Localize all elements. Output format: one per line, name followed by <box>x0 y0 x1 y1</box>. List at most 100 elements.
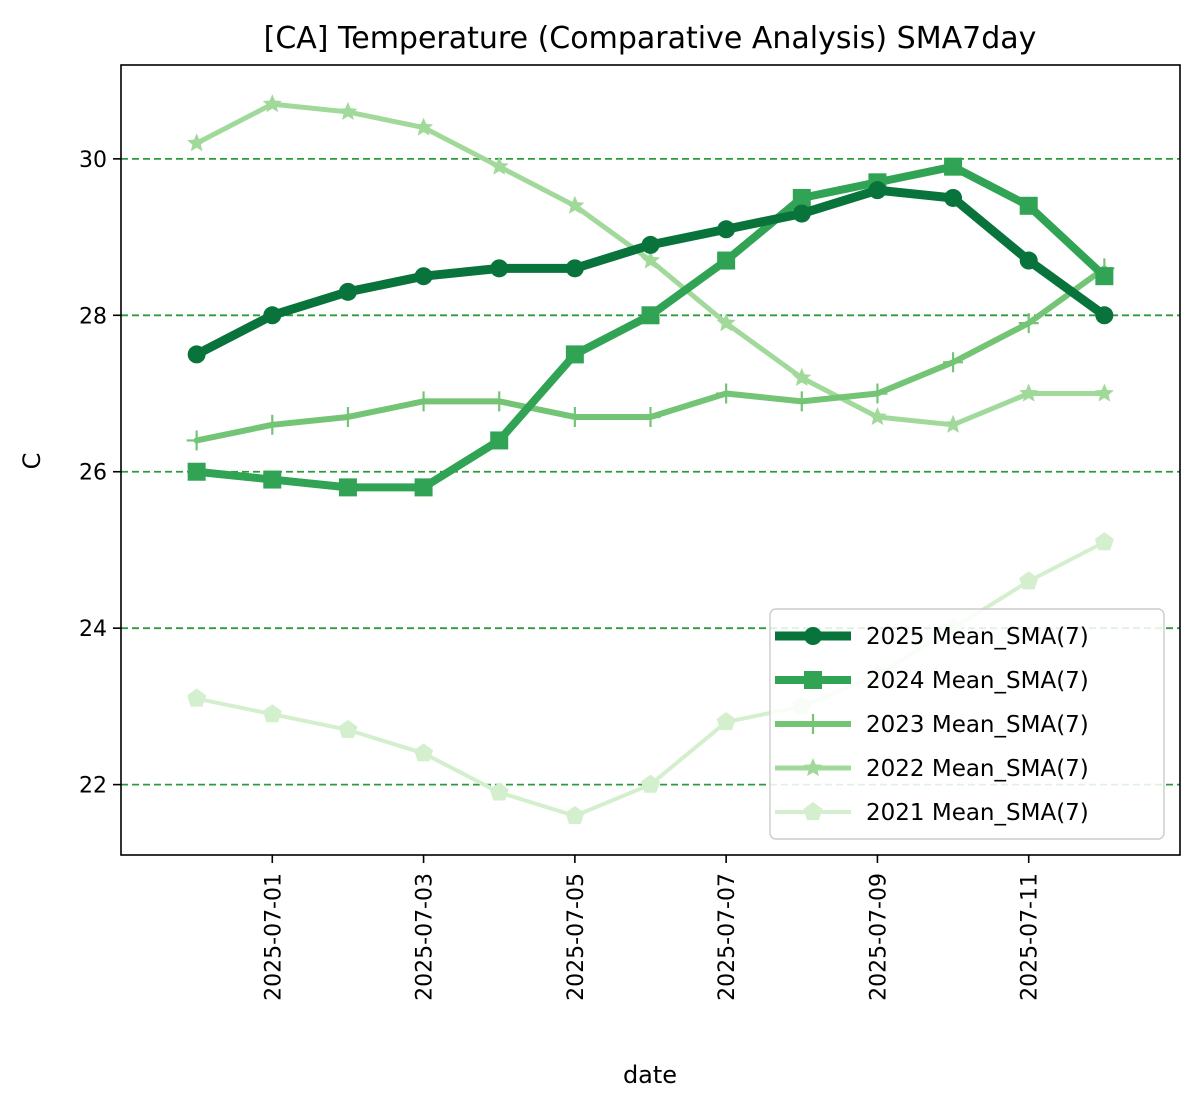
y-tick-label: 28 <box>79 304 107 329</box>
data-point <box>187 133 207 152</box>
plot-frame <box>120 64 1181 856</box>
y-tick-label: 24 <box>79 617 107 642</box>
data-point <box>489 156 509 175</box>
data-point <box>943 414 963 433</box>
data-point <box>640 250 661 269</box>
data-point <box>716 712 736 731</box>
legend-marker <box>803 714 823 734</box>
x-tick-label: 2025-07-03 <box>413 873 438 1001</box>
data-point <box>187 345 206 364</box>
data-point <box>640 774 661 793</box>
legend-label: 2021 Mean_SMA(7) <box>866 800 1089 826</box>
data-point <box>716 383 737 404</box>
legend-label: 2023 Mean_SMA(7) <box>866 712 1089 738</box>
data-point <box>717 251 736 270</box>
data-point <box>1018 313 1039 334</box>
data-point <box>867 406 887 426</box>
data-point <box>490 259 509 278</box>
data-point <box>868 181 887 200</box>
legend-marker <box>804 671 822 689</box>
data-point <box>338 282 357 301</box>
x-tick-label: 2025-07-09 <box>866 873 891 1001</box>
data-point <box>414 743 434 762</box>
y-tick-label: 22 <box>79 774 107 799</box>
data-point <box>716 313 736 332</box>
data-point <box>263 470 282 489</box>
data-point <box>414 267 433 286</box>
data-point <box>1095 306 1114 325</box>
legend-marker <box>803 758 823 777</box>
data-point <box>944 188 963 207</box>
data-point <box>262 414 283 435</box>
legend: 2025 Mean_SMA(7) 2024 Mean_SMA(7) 2023 Mea… <box>769 608 1165 840</box>
data-point <box>337 406 358 427</box>
legend-entry: 2023 Mean_SMA(7) <box>775 712 1089 738</box>
data-point <box>338 101 358 121</box>
data-point <box>867 383 888 404</box>
data-point <box>489 782 509 801</box>
x-tick-label: 2025-07-11 <box>1018 873 1043 1001</box>
data-point <box>338 719 358 738</box>
data-point <box>792 367 812 386</box>
legend-entry: 2021 Mean_SMA(7) <box>775 800 1089 826</box>
data-point <box>565 259 584 278</box>
legend-box <box>769 608 1165 840</box>
data-point <box>414 478 433 497</box>
data-point <box>263 306 282 325</box>
legend-entry: 2024 Mean_SMA(7) <box>775 668 1089 694</box>
data-point <box>338 478 357 497</box>
data-point <box>262 94 282 113</box>
x-axis-ticks: 2025-07-01 2025-07-03 2025-07-05 2025-07-07… <box>261 855 1043 1001</box>
x-tick-label: 2025-07-05 <box>564 873 589 1001</box>
y-axis-ticks: 22 24 26 28 30 <box>79 148 121 799</box>
legend-label: 2024 Mean_SMA(7) <box>866 668 1089 694</box>
series-lines <box>186 94 1115 824</box>
legend-entry: 2025 Mean_SMA(7) <box>775 624 1089 650</box>
series-2023 <box>186 258 1115 451</box>
data-point <box>1094 532 1114 551</box>
legend-marker <box>803 802 823 821</box>
data-point <box>565 195 585 214</box>
legend-label: 2025 Mean_SMA(7) <box>866 624 1089 650</box>
data-point <box>641 235 660 254</box>
data-point <box>717 220 736 239</box>
y-axis-label: C <box>18 453 46 470</box>
data-point <box>565 805 585 824</box>
legend-label: 2022 Mean_SMA(7) <box>866 756 1089 782</box>
data-point <box>791 391 812 412</box>
data-point <box>1019 251 1038 270</box>
x-tick-label: 2025-07-01 <box>261 873 286 1001</box>
data-point <box>641 306 660 325</box>
data-point <box>1019 383 1039 402</box>
data-point <box>489 391 510 412</box>
y-tick-label: 30 <box>79 148 107 173</box>
data-point <box>1095 267 1114 286</box>
y-tick-label: 26 <box>79 461 107 486</box>
x-tick-label: 2025-07-07 <box>715 873 740 1001</box>
data-point <box>262 704 282 723</box>
series-2022 <box>187 94 1114 433</box>
data-point <box>413 391 434 412</box>
data-point <box>792 204 811 223</box>
series-2024 <box>187 157 1114 497</box>
data-point <box>186 430 207 451</box>
data-point <box>1019 196 1038 215</box>
data-point <box>1094 383 1114 402</box>
legend-entry: 2022 Mean_SMA(7) <box>775 756 1089 782</box>
data-point <box>565 345 584 364</box>
x-axis-label: date <box>623 1061 677 1089</box>
data-point <box>792 188 811 207</box>
data-point <box>187 688 207 707</box>
series-line <box>192 185 1109 359</box>
data-point <box>1019 571 1039 590</box>
data-point <box>490 431 509 450</box>
data-point <box>640 406 661 427</box>
data-point <box>564 406 585 427</box>
data-point <box>187 462 206 481</box>
data-point <box>943 352 964 373</box>
series-2025 <box>187 181 1114 364</box>
chart-title: [CA] Temperature (Comparative Analysis) … <box>264 21 1037 56</box>
data-point <box>944 157 963 176</box>
